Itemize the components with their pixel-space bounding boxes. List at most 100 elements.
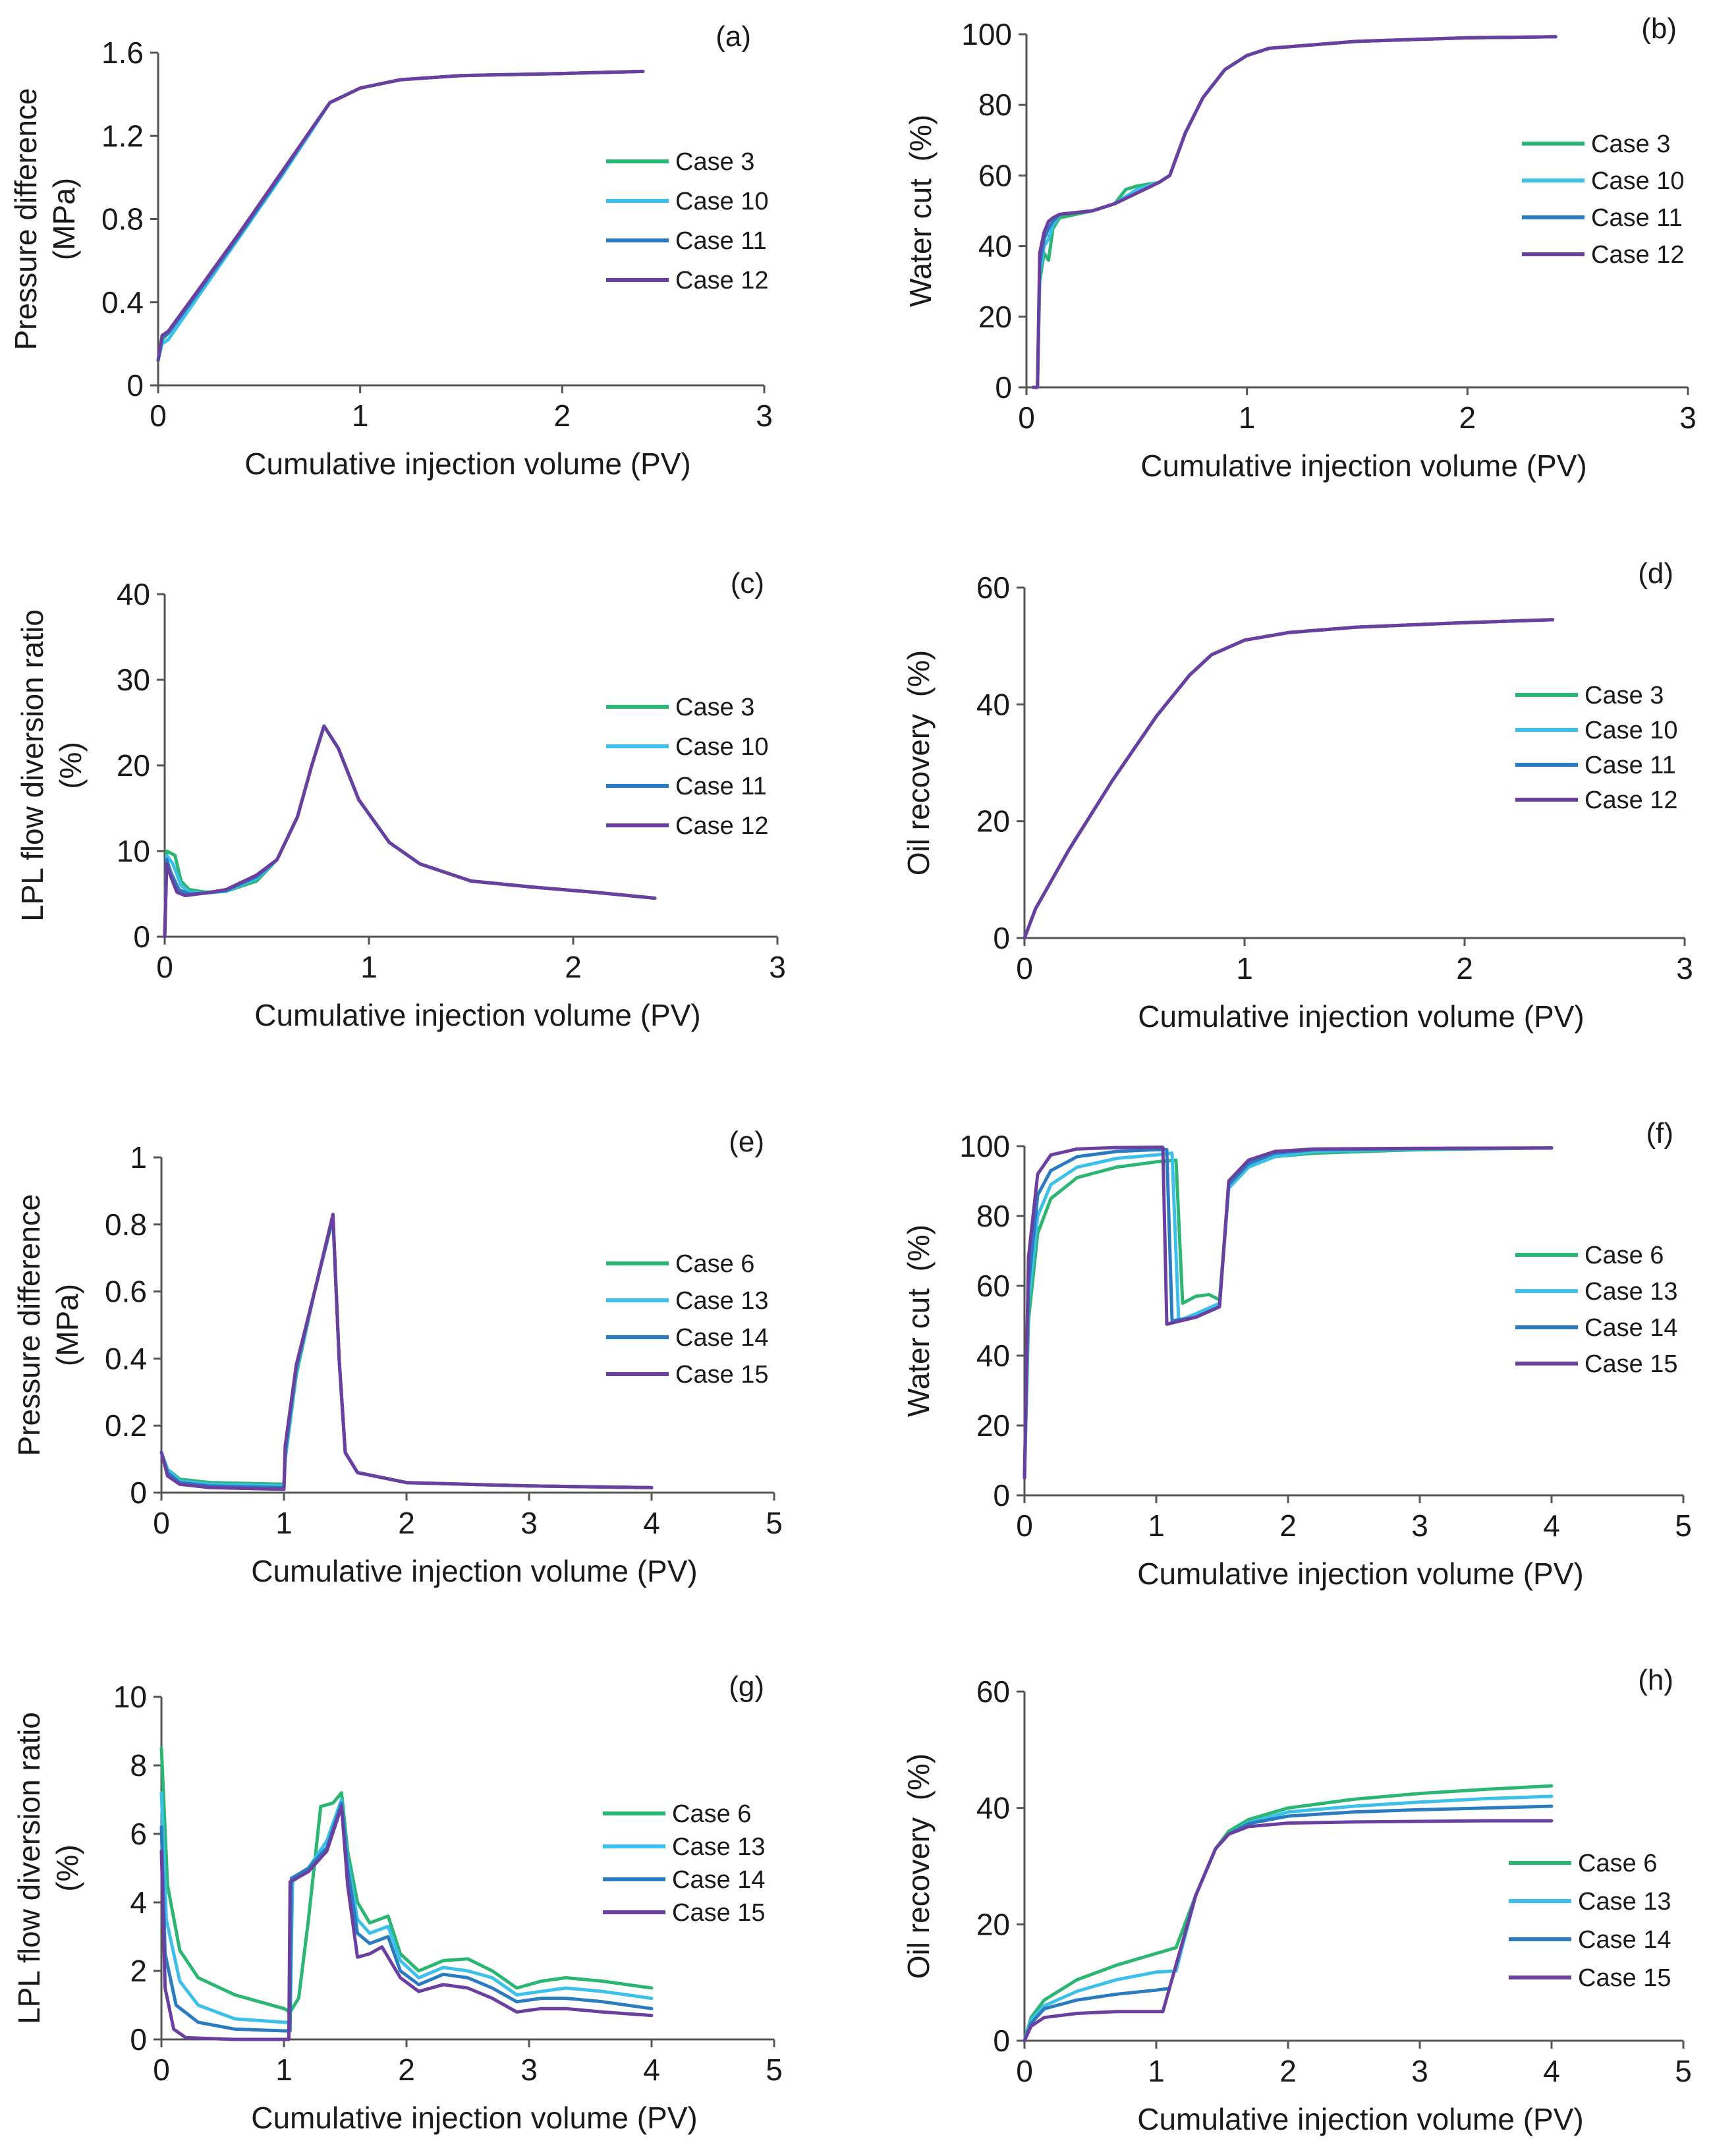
legend-label: Case 14 [675,1324,769,1352]
series-line-case-12 [156,69,645,362]
legend-label: Case 13 [672,1833,766,1861]
x-axis-label: Cumulative injection volume (PV) [1138,999,1585,1034]
y-tick-label: 100 [959,1129,1010,1163]
y-tick-label: 40 [978,229,1012,263]
y-tick-label: 60 [976,570,1010,605]
y-tick-label: 0 [130,2022,147,2057]
y-axis-label: Oil recovery (%) [901,1754,936,1979]
series-line-case-12 [1023,618,1555,940]
x-tick-label: 5 [1675,2054,1692,2088]
y-tick-label: 0.8 [101,202,144,236]
y-axis-label: Oil recovery (%) [901,650,936,875]
legend-label: Case 3 [1591,130,1670,158]
x-axis-label: Cumulative injection volume (PV) [254,998,701,1032]
y-tick-label: 2 [130,1954,147,1988]
y-tick-label: 20 [117,748,150,783]
series-line-case-3 [156,69,645,362]
y-tick-label: 6 [130,1817,147,1851]
y-axis-label: Water cut (%) [901,1225,936,1417]
x-tick-label: 1 [275,1506,293,1540]
legend-label: Case 13 [1578,1888,1671,1916]
series-line-case-6 [159,1216,654,1489]
y-tick-label: 80 [976,1199,1010,1233]
y-axis-label: Pressure difference [9,88,43,350]
x-tick-label: 0 [153,1506,170,1540]
x-tick-label: 0 [1016,951,1033,985]
legend-label: Case 12 [1585,787,1678,814]
series-line-case-3 [1023,618,1555,940]
y-tick-label: 40 [976,1791,1010,1825]
panel-c: 0 10 20 30 40 0 1 2 3 Cumulative injection volume… [15,567,786,1032]
y-tick-label: 0 [995,370,1012,404]
series-line-case-10 [1031,35,1557,389]
series-line-case-15 [1023,1819,1554,2043]
y-tick-label: 30 [117,663,150,697]
y-tick-label: 0 [993,921,1010,955]
legend-label: Case 15 [672,1899,766,1927]
x-tick-label: 4 [643,1506,660,1540]
x-tick-label: 0 [150,399,167,433]
panel-label: (b) [1641,13,1677,45]
series-line-case-13 [1023,1794,1554,2043]
x-tick-label: 0 [1016,1508,1033,1543]
x-tick-label: 0 [153,2053,170,2087]
x-tick-label: 3 [756,399,773,433]
x-axis-label: Cumulative injection volume (PV) [251,1554,698,1588]
series-line-case-14 [1023,1804,1554,2043]
panel-h: 0 20 40 60 0 1 2 3 4 5 Cumulative injection volume… [901,1664,1692,2136]
y-axis-label: (MPa) [50,1284,84,1366]
legend-label: Case 6 [672,1800,751,1828]
series-line-case-13 [159,1216,654,1489]
legend-label: Case 12 [675,812,769,840]
series-line-case-11 [1031,35,1557,389]
legend-label: Case 10 [1585,717,1678,744]
legend-label: Case 14 [1578,1926,1671,1954]
y-axis-label: LPL flow diversion ratio [15,609,49,922]
legend-label: Case 11 [1591,204,1683,232]
y-tick-label: 60 [978,158,1012,192]
y-tick-label: 0.8 [105,1207,147,1242]
y-tick-label: 40 [117,577,150,611]
x-tick-label: 1 [275,2053,293,2087]
series-line-case-13 [159,1791,654,2024]
y-tick-label: 0.4 [101,285,144,319]
series-line-case-11 [1023,618,1555,940]
series-line-case-3 [1031,35,1557,389]
x-tick-label: 1 [352,399,369,433]
series-line-case-14 [159,1216,654,1489]
y-axis-label: (MPa) [47,178,81,260]
series-line-case-12 [1031,35,1557,389]
y-tick-label: 20 [976,1408,1010,1443]
panel-label: (d) [1638,557,1673,590]
x-tick-label: 3 [520,2053,538,2087]
x-tick-label: 1 [1236,951,1253,985]
series-line-case-10 [1023,618,1555,940]
x-tick-label: 2 [398,2053,415,2087]
y-axis-label: LPL flow diversion ratio [12,1712,46,2024]
x-tick-label: 4 [1543,1508,1560,1543]
y-tick-label: 20 [978,300,1012,334]
panel-g: 0 2 4 6 8 10 0 1 2 3 4 5 Cumulative injection volume… [12,1671,783,2135]
x-tick-label: 3 [1411,1508,1428,1543]
x-tick-label: 3 [769,950,786,984]
y-tick-label: 0 [126,368,144,402]
panel-label: (a) [715,20,751,53]
series-line-case-11 [163,724,657,939]
x-tick-label: 1 [1148,1508,1165,1543]
x-tick-label: 3 [1411,2054,1428,2088]
y-tick-label: 1.6 [101,36,144,70]
y-tick-label: 8 [130,1748,147,1783]
x-tick-label: 2 [398,1506,415,1540]
panel-label: (h) [1638,1664,1673,1696]
x-tick-label: 4 [643,2053,660,2087]
series-line-case-10 [156,69,645,362]
y-tick-label: 1.2 [101,119,144,153]
y-axis-label: (%) [53,742,88,789]
x-tick-label: 1 [1148,2054,1165,2088]
y-tick-label: 40 [976,687,1010,721]
y-tick-label: 100 [961,17,1012,51]
legend-label: Case 10 [675,733,769,761]
legend-label: Case 3 [675,148,754,176]
y-tick-label: 0 [993,1478,1010,1512]
